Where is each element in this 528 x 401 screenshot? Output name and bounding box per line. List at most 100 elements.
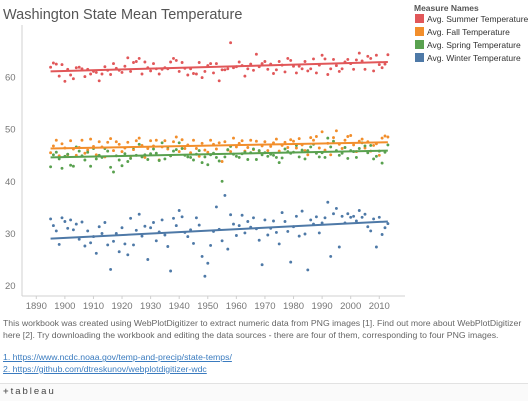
avg-winter-temperature-point[interactable] xyxy=(134,228,138,232)
avg-fall-temperature-point[interactable] xyxy=(309,136,313,140)
avg-winter-temperature-point[interactable] xyxy=(320,221,324,225)
avg-fall-temperature-point[interactable] xyxy=(172,140,175,144)
avg-spring-temperature-point[interactable] xyxy=(217,159,221,163)
avg-fall-temperature-point[interactable] xyxy=(83,151,87,155)
avg-winter-temperature-point[interactable] xyxy=(137,212,141,216)
avg-winter-temperature-point[interactable] xyxy=(143,224,147,228)
avg-winter-temperature-point[interactable] xyxy=(66,226,70,230)
avg-fall-temperature-point[interactable] xyxy=(132,148,135,152)
avg-spring-temperature-point[interactable] xyxy=(280,156,284,160)
avg-fall-temperature-point[interactable] xyxy=(109,137,113,141)
avg-spring-temperature-point[interactable] xyxy=(51,153,55,157)
avg-winter-temperature-point[interactable] xyxy=(286,229,290,233)
avg-winter-temperature-point[interactable] xyxy=(300,209,304,213)
avg-summer-temperature-point[interactable] xyxy=(320,53,324,57)
avg-summer-temperature-point[interactable] xyxy=(346,57,350,61)
avg-winter-temperature-point[interactable] xyxy=(54,229,58,233)
avg-winter-temperature-point[interactable] xyxy=(97,225,101,229)
avg-winter-temperature-point[interactable] xyxy=(323,216,327,220)
avg-spring-temperature-point[interactable] xyxy=(257,149,261,153)
avg-summer-temperature-point[interactable] xyxy=(314,71,318,75)
avg-winter-temperature-point[interactable] xyxy=(160,218,164,222)
avg-summer-temperature-point[interactable] xyxy=(149,69,153,73)
avg-fall-temperature-point[interactable] xyxy=(49,151,53,155)
avg-spring-temperature-point[interactable] xyxy=(317,155,321,159)
avg-summer-temperature-point[interactable] xyxy=(223,68,227,72)
avg-summer-temperature-point[interactable] xyxy=(226,67,230,71)
avg-summer-temperature-point[interactable] xyxy=(126,56,130,60)
avg-spring-temperature-point[interactable] xyxy=(332,139,335,143)
avg-fall-temperature-point[interactable] xyxy=(112,149,115,153)
avg-winter-temperature-point[interactable] xyxy=(172,216,175,220)
avg-summer-temperature-point[interactable] xyxy=(266,67,270,71)
avg-summer-temperature-point[interactable] xyxy=(174,58,178,62)
avg-winter-temperature-point[interactable] xyxy=(274,230,278,234)
avg-winter-temperature-point[interactable] xyxy=(49,217,53,221)
avg-fall-temperature-legend-label[interactable]: Avg. Fall Temperature xyxy=(427,27,510,37)
avg-winter-temperature-point[interactable] xyxy=(126,253,130,257)
avg-spring-temperature-point[interactable] xyxy=(363,144,367,148)
avg-spring-temperature-point[interactable] xyxy=(300,148,304,152)
avg-summer-temperature-point[interactable] xyxy=(194,72,198,76)
avg-winter-temperature-point[interactable] xyxy=(117,250,121,254)
avg-winter-temperature-point[interactable] xyxy=(272,219,275,223)
avg-summer-temperature-point[interactable] xyxy=(83,75,87,79)
avg-spring-temperature-point[interactable] xyxy=(152,147,155,151)
avg-fall-temperature-point[interactable] xyxy=(183,147,187,150)
avg-fall-temperature-point[interactable] xyxy=(323,148,327,152)
avg-summer-temperature-point[interactable] xyxy=(129,69,133,73)
avg-fall-temperature-point[interactable] xyxy=(266,149,270,153)
avg-summer-temperature-point[interactable] xyxy=(143,60,147,64)
avg-spring-temperature-point[interactable] xyxy=(77,149,81,153)
avg-summer-temperature-point[interactable] xyxy=(120,70,124,74)
avg-spring-temperature-point[interactable] xyxy=(172,149,175,153)
avg-fall-temperature-point[interactable] xyxy=(97,140,101,144)
avg-fall-temperature-point[interactable] xyxy=(240,139,244,143)
avg-summer-temperature-point[interactable] xyxy=(329,67,333,71)
avg-fall-temperature-point[interactable] xyxy=(154,138,158,142)
avg-winter-temperature-point[interactable] xyxy=(232,222,235,226)
avg-fall-temperature-point[interactable] xyxy=(126,140,130,144)
avg-summer-temperature-point[interactable] xyxy=(97,79,101,83)
avg-winter-temperature-point[interactable] xyxy=(243,231,247,235)
avg-fall-temperature-point[interactable] xyxy=(274,137,278,141)
avg-winter-temperature-point[interactable] xyxy=(289,260,293,264)
avg-summer-temperature-point[interactable] xyxy=(180,61,184,64)
avg-winter-temperature-point[interactable] xyxy=(63,220,67,223)
avg-fall-temperature-point[interactable] xyxy=(329,153,333,157)
avg-spring-temperature-point[interactable] xyxy=(223,155,227,159)
avg-fall-temperature-point[interactable] xyxy=(363,146,367,150)
avg-summer-temperature-point[interactable] xyxy=(94,70,98,74)
avg-summer-temperature-point[interactable] xyxy=(354,58,358,62)
avg-winter-temperature-point[interactable] xyxy=(123,242,127,246)
avg-summer-temperature-point[interactable] xyxy=(340,67,344,71)
avg-winter-temperature-point[interactable] xyxy=(377,215,381,219)
avg-winter-temperature-point[interactable] xyxy=(229,213,233,217)
avg-winter-temperature-point[interactable] xyxy=(177,209,181,212)
avg-winter-temperature-point[interactable] xyxy=(294,214,298,218)
avg-fall-temperature-point[interactable] xyxy=(263,140,267,144)
avg-winter-temperature-point[interactable] xyxy=(374,245,378,249)
avg-winter-temperature-point[interactable] xyxy=(80,220,84,224)
avg-winter-temperature-point[interactable] xyxy=(257,238,261,242)
avg-winter-temperature-point[interactable] xyxy=(109,267,113,271)
avg-spring-temperature-point[interactable] xyxy=(323,155,327,159)
avg-winter-temperature-point[interactable] xyxy=(89,241,93,245)
avg-fall-temperature-point[interactable] xyxy=(360,137,364,141)
avg-summer-temperature-point[interactable] xyxy=(49,65,53,69)
avg-spring-temperature-point[interactable] xyxy=(200,161,204,165)
avg-winter-temperature-point[interactable] xyxy=(114,232,118,235)
avg-fall-temperature-point[interactable] xyxy=(377,153,381,157)
avg-spring-temperature-point[interactable] xyxy=(137,142,141,146)
avg-winter-temperature-point[interactable] xyxy=(260,263,264,267)
avg-winter-temperature-point[interactable] xyxy=(303,232,307,236)
avg-winter-temperature-point[interactable] xyxy=(192,241,195,245)
avg-winter-temperature-point[interactable] xyxy=(314,215,318,219)
source-link-noaa[interactable]: 1. https://www.ncdc.noaa.gov/temp-and-pr… xyxy=(3,352,232,363)
avg-winter-temperature-point[interactable] xyxy=(246,220,250,223)
avg-winter-temperature-point[interactable] xyxy=(386,222,390,226)
avg-spring-temperature-point[interactable] xyxy=(174,148,178,152)
avg-spring-temperature-point[interactable] xyxy=(237,155,241,159)
avg-spring-temperature-point[interactable] xyxy=(252,147,255,151)
avg-fall-temperature-point[interactable] xyxy=(292,139,295,143)
